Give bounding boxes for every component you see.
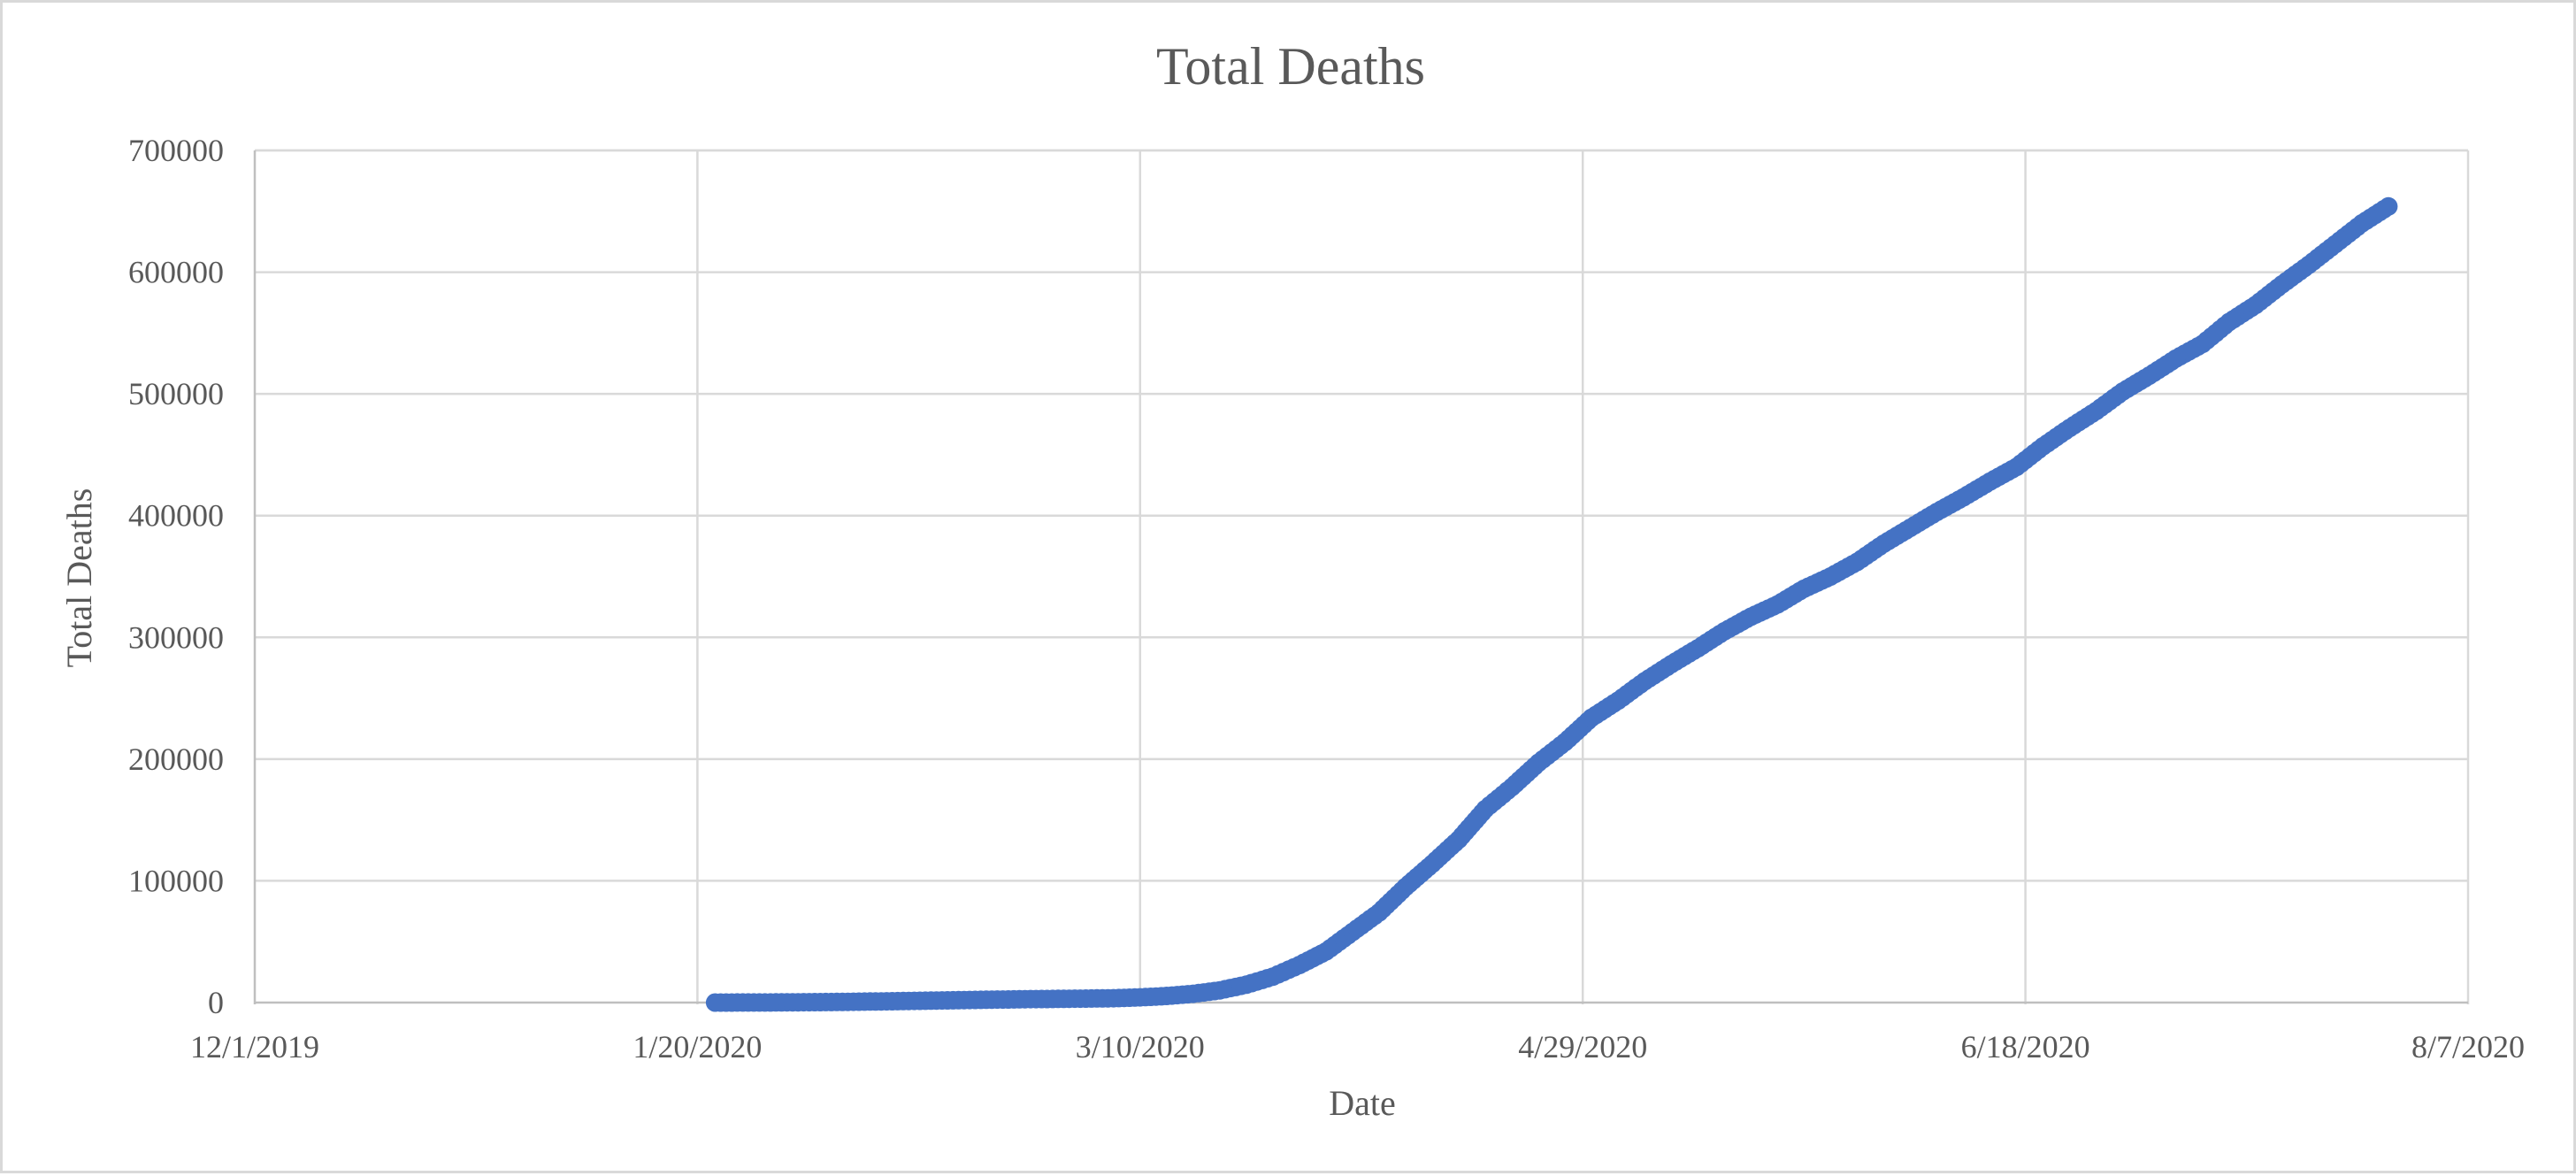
gridlines: [255, 149, 2470, 1004]
data-point: [2379, 196, 2398, 216]
y-tick-label: 0: [208, 985, 224, 1020]
x-tick-label: 4/29/2020: [1518, 1029, 1647, 1065]
axes: [253, 150, 2468, 1004]
y-tick-label: 600000: [128, 255, 224, 290]
x-tick-label: 12/1/2019: [190, 1029, 319, 1065]
y-axis-title: Total Deaths: [59, 488, 99, 668]
y-tick-label: 200000: [128, 742, 224, 777]
y-tick-label: 300000: [128, 619, 224, 655]
y-tick-label: 500000: [128, 376, 224, 411]
x-axis-title: Date: [1329, 1083, 1396, 1123]
x-tick-label: 1/20/2020: [632, 1029, 762, 1065]
chart-title: Total Deaths: [1156, 37, 1425, 96]
data-series: [705, 196, 2398, 1012]
total-deaths-chart: Total Deaths 0 100000 200000 300000 400000 50…: [59, 37, 2525, 1123]
x-tick-label: 6/18/2020: [1961, 1029, 2090, 1065]
y-tick-label: 100000: [128, 863, 224, 898]
x-tick-label: 8/7/2020: [2411, 1029, 2525, 1065]
y-tick-label: 700000: [128, 133, 224, 168]
y-tick-label: 400000: [128, 498, 224, 534]
tick-labels: 0 100000 200000 300000 400000 500000 600000 700…: [128, 133, 2525, 1065]
x-tick-label: 3/10/2020: [1076, 1029, 1205, 1065]
